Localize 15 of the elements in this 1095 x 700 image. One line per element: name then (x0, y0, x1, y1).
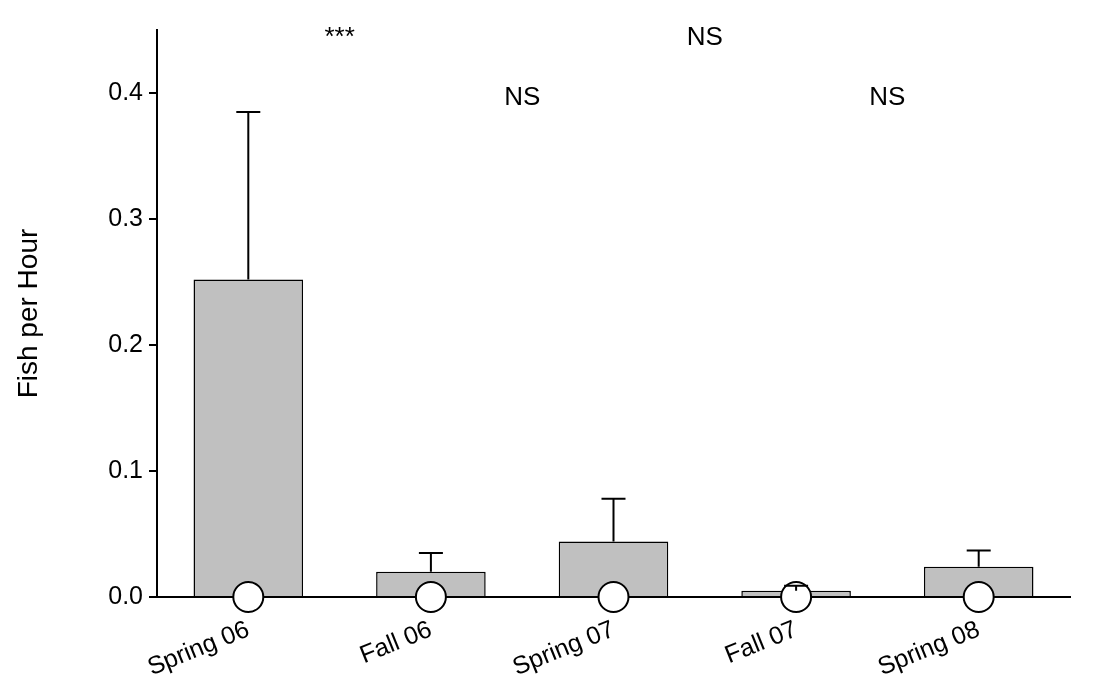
annotation: NS (869, 81, 906, 112)
annotation: NS (686, 21, 723, 52)
y-tick-label: 0.4 (108, 76, 144, 105)
y-tick-label: 0.3 (108, 202, 143, 231)
x-tick-label: Fall 06 (355, 613, 436, 669)
y-tick-label: 0.2 (108, 328, 143, 357)
annotation: *** (324, 21, 355, 52)
x-tick-label: Spring 08 (873, 613, 984, 681)
x-tick-label: Fall 07 (720, 613, 801, 669)
annotation: NS (504, 81, 541, 112)
x-tick-label: Spring 07 (508, 613, 618, 681)
x-tick-label: Spring 06 (143, 613, 253, 681)
y-axis-title: Fish per Hour (11, 228, 43, 399)
y-tick-label: 0.0 (108, 580, 143, 609)
y-tick-label: 0.1 (108, 454, 143, 483)
